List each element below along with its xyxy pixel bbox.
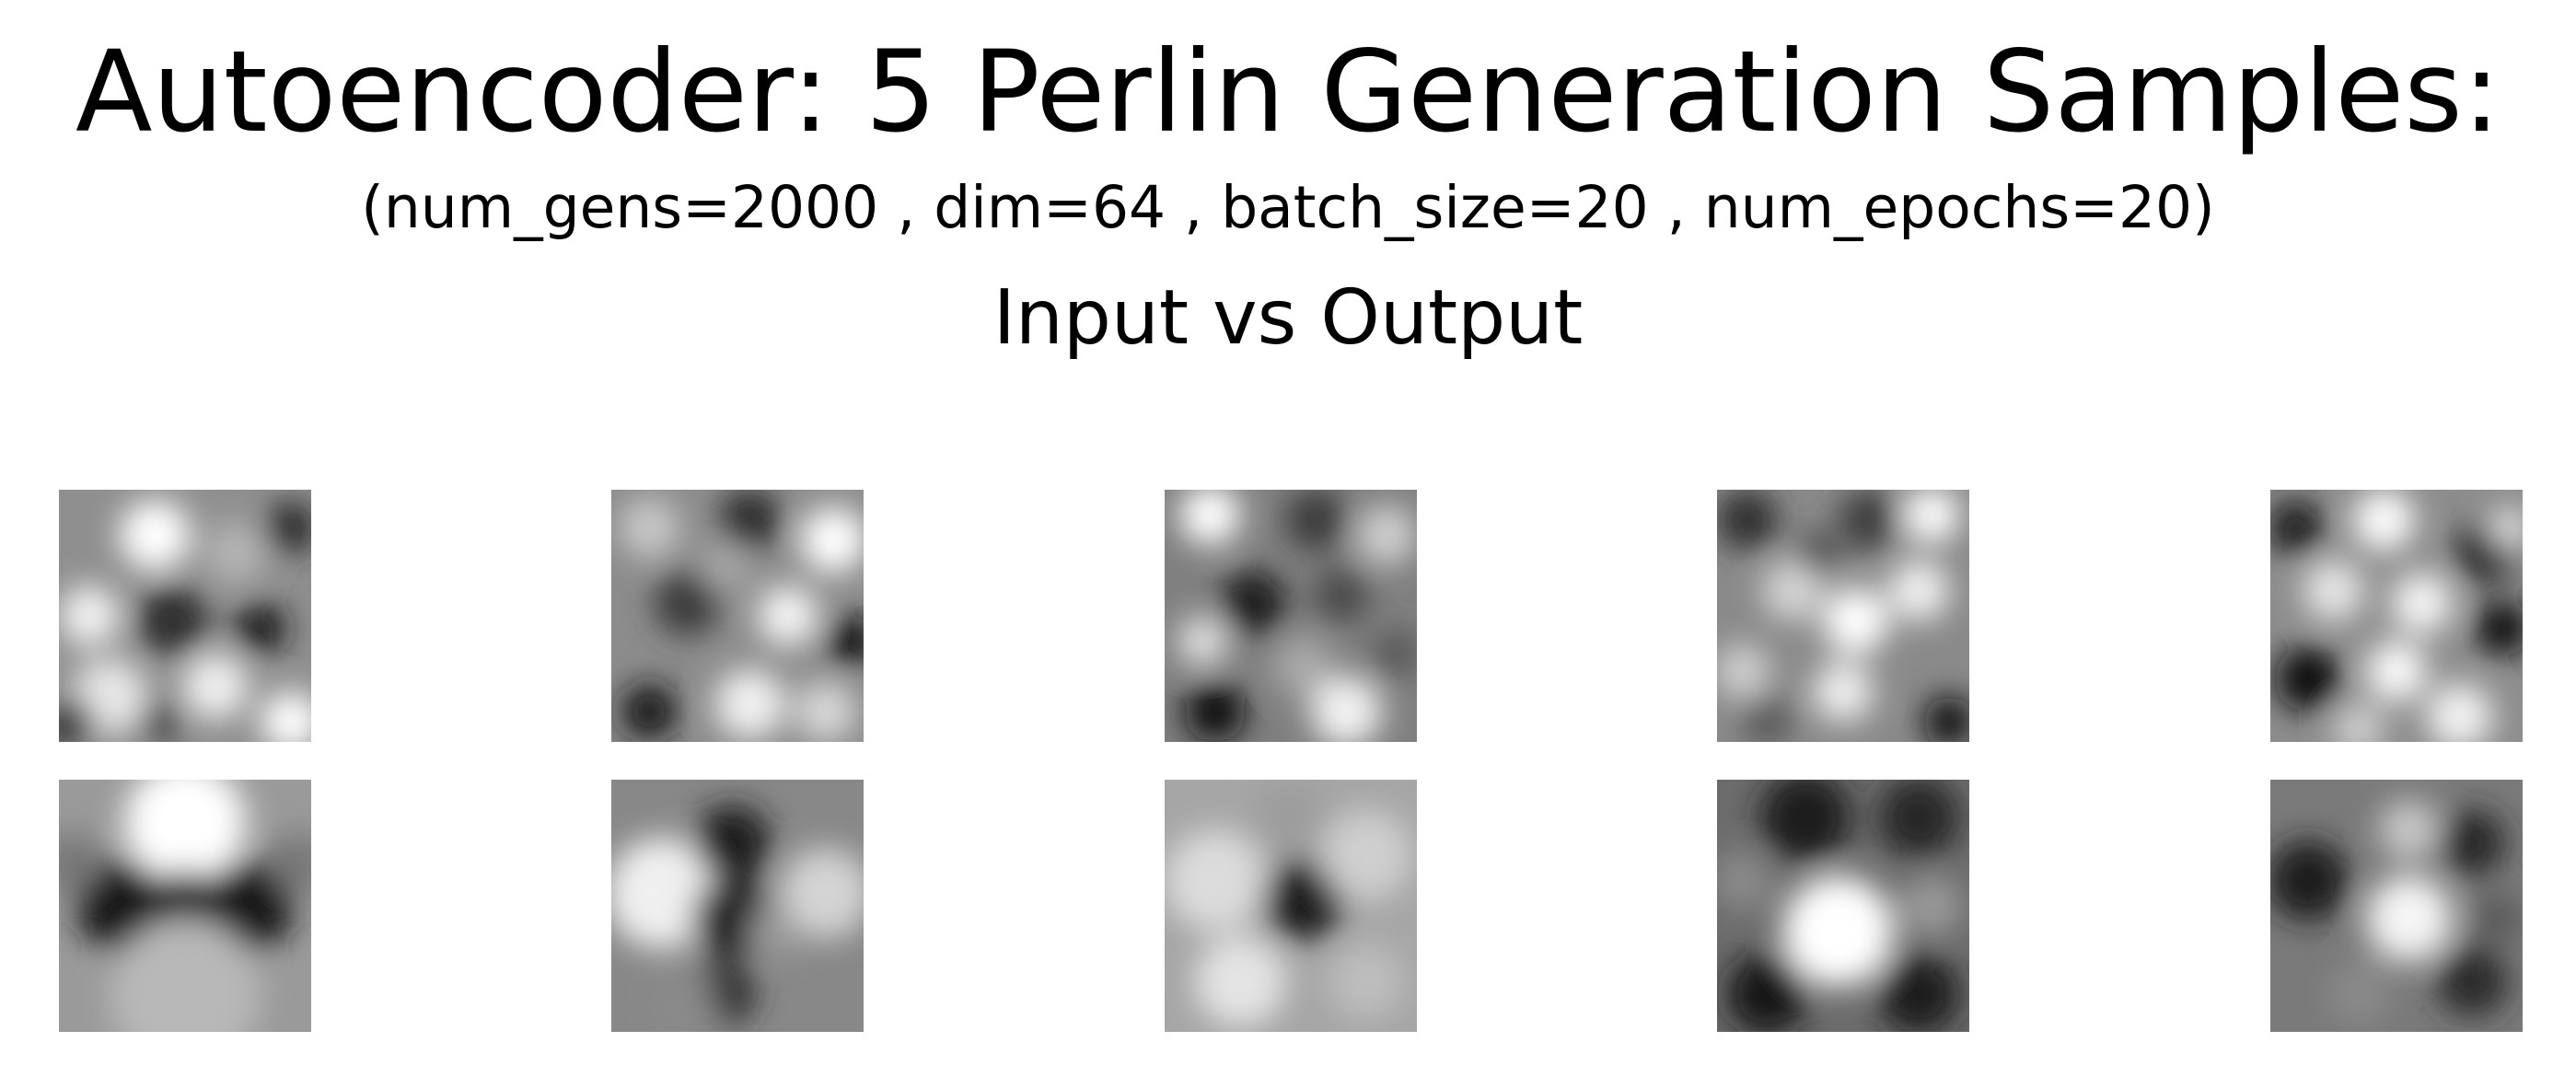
input-sample-5 — [2270, 490, 2523, 742]
input-sample-4 — [1717, 490, 1969, 742]
output-sample-image — [1165, 780, 1417, 1032]
output-sample-3 — [1165, 780, 1417, 1032]
input-sample-image — [2270, 490, 2523, 742]
output-sample-image — [59, 780, 311, 1032]
output-sample-1 — [59, 780, 311, 1032]
output-sample-image — [2270, 780, 2523, 1032]
input-sample-1 — [59, 490, 311, 742]
input-sample-image — [59, 490, 311, 742]
input-sample-image — [1717, 490, 1969, 742]
input-sample-3 — [1165, 490, 1417, 742]
output-sample-2 — [611, 780, 864, 1032]
output-sample-4 — [1717, 780, 1969, 1032]
input-sample-image — [611, 490, 864, 742]
output-sample-5 — [2270, 780, 2523, 1032]
output-sample-image — [611, 780, 864, 1032]
figure-title: Autoencoder: 5 Perlin Generation Samples… — [75, 27, 2501, 157]
comparison-title: Input vs Output — [992, 274, 1584, 362]
figure-subtitle: (num_gens=2000 , dim=64 , batch_size=20 … — [361, 174, 2215, 241]
input-sample-image — [1165, 490, 1417, 742]
output-sample-image — [1717, 780, 1969, 1032]
input-sample-2 — [611, 490, 864, 742]
